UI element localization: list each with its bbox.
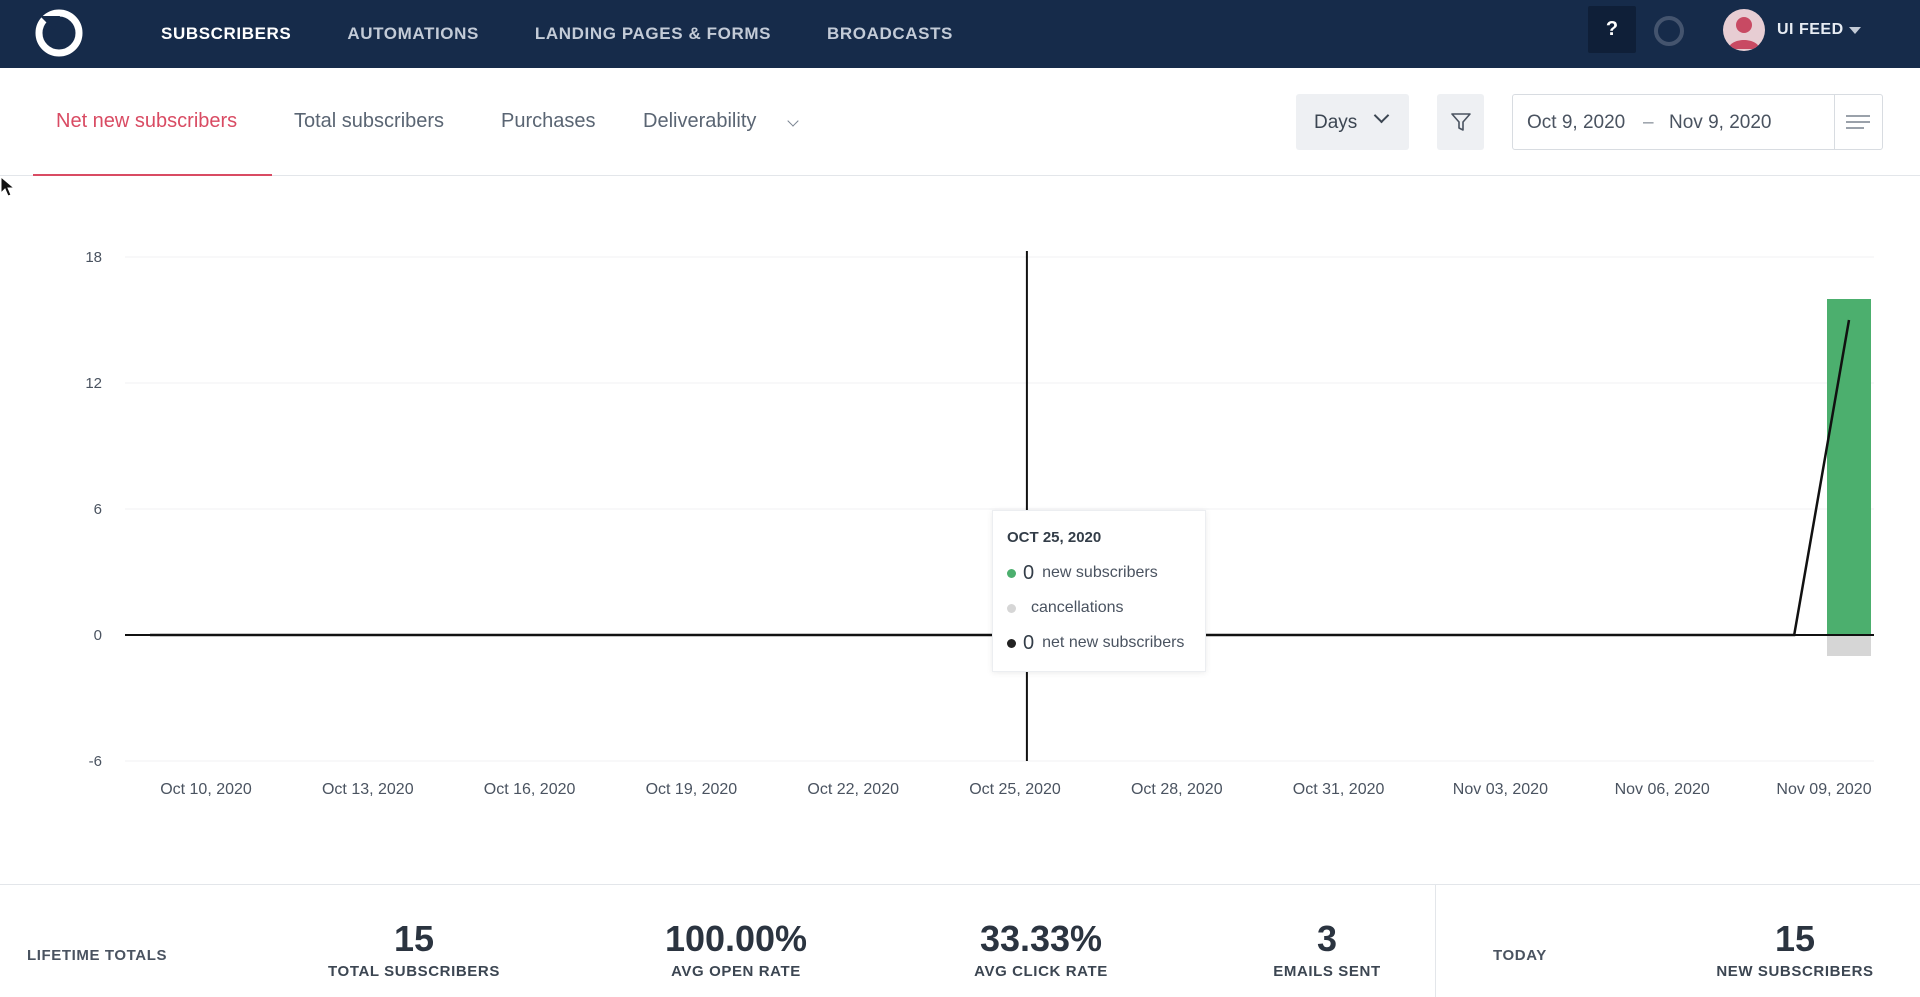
stat-value: 100.00%	[664, 918, 808, 959]
tooltip-value: 0	[1023, 631, 1035, 654]
chart-tooltip: OCT 25, 2020 0 new subscribers cancellat…	[992, 510, 1206, 672]
stat-emails-sent: 3 EMAILS SENT	[1273, 918, 1381, 981]
x-tick-label: Nov 09, 2020	[1776, 781, 1871, 798]
tooltip-green-dot-icon	[1007, 568, 1016, 578]
tooltip-row-cancellations: cancellations	[1007, 596, 1124, 620]
totals-divider	[1435, 885, 1436, 997]
status-ring-icon[interactable]	[1654, 16, 1684, 46]
main-nav-links: SUBSCRIBERS AUTOMATIONS LANDING PAGES & …	[161, 0, 1009, 68]
mouse-cursor-icon	[0, 176, 16, 197]
user-menu-name[interactable]: UI FEED	[1777, 21, 1844, 38]
nav-link-subscribers[interactable]: SUBSCRIBERS	[161, 24, 292, 43]
date-range-menu-icon[interactable]	[1846, 115, 1872, 133]
stat-label: AVG OPEN RATE	[671, 963, 801, 980]
x-tick-label: Oct 31, 2020	[1293, 781, 1385, 798]
tooltip-label: cancellations	[1031, 599, 1124, 616]
x-tick-label: Oct 16, 2020	[484, 781, 576, 798]
stat-label: TOTAL SUBSCRIBERS	[328, 963, 500, 980]
avatar[interactable]	[1723, 9, 1765, 51]
x-tick-label: Nov 03, 2020	[1453, 781, 1548, 798]
tooltip-label: new subscribers	[1042, 564, 1158, 581]
x-tick-label: Oct 28, 2020	[1131, 781, 1223, 798]
stat-label: AVG CLICK RATE	[974, 963, 1108, 980]
interval-select[interactable]: Days	[1296, 94, 1409, 150]
nav-link-automations[interactable]: AUTOMATIONS	[347, 24, 479, 43]
tab-total-subscribers[interactable]: Total subscribers	[294, 110, 445, 132]
stat-today-new-subscribers: 15 NEW SUBSCRIBERS	[1716, 918, 1874, 981]
chart-canvas[interactable]: 18 12 6 0 -6 Oct 10, 2020 Oct 13, 2020 Oct 16,…	[0, 176, 1920, 876]
filter-button[interactable]	[1437, 94, 1484, 150]
today-label: TODAY	[1493, 947, 1547, 964]
user-menu-caret-icon[interactable]	[1849, 27, 1861, 34]
date-range-separator: –	[1643, 112, 1654, 133]
totals-bar: LIFETIME TOTALS 15 TOTAL SUBSCRIBERS 100…	[0, 884, 1920, 997]
user-avatar-icon	[1728, 17, 1760, 49]
tab-purchases[interactable]: Purchases	[501, 110, 596, 132]
y-tick-label: 18	[85, 249, 102, 266]
tab-deliverability[interactable]: Deliverability	[643, 110, 757, 132]
tooltip-date: OCT 25, 2020	[1007, 529, 1102, 546]
interval-select-value: Days	[1314, 112, 1358, 133]
chevron-down-icon	[1373, 107, 1390, 124]
stat-label: NEW SUBSCRIBERS	[1716, 963, 1874, 980]
date-range-start[interactable]: Oct 9, 2020	[1527, 112, 1626, 133]
deliverability-dropdown-chevron-icon[interactable]	[787, 115, 799, 127]
net-new-subscribers-chart: 18 12 6 0 -6 Oct 10, 2020 Oct 13, 2020 Oct 16,…	[0, 176, 1920, 876]
y-tick-label: 12	[85, 375, 102, 392]
top-navigation: SUBSCRIBERS AUTOMATIONS LANDING PAGES & …	[0, 0, 1920, 68]
stat-label: EMAILS SENT	[1273, 963, 1381, 980]
date-range-picker[interactable]: Oct 9, 2020 – Nov 9, 2020	[1512, 94, 1883, 150]
active-tab-indicator	[33, 174, 272, 176]
tab-net-new-subscribers[interactable]: Net new subscribers	[56, 110, 238, 132]
lifetime-totals-label: LIFETIME TOTALS	[27, 947, 168, 964]
stat-total-subscribers: 15 TOTAL SUBSCRIBERS	[328, 918, 500, 981]
tooltip-row-new-subscribers: 0 new subscribers	[1007, 561, 1158, 585]
tooltip-label: net new subscribers	[1042, 634, 1185, 651]
date-range-end[interactable]: Nov 9, 2020	[1669, 112, 1772, 133]
date-range-divider	[1834, 95, 1835, 149]
stat-value: 33.33%	[979, 918, 1103, 959]
nav-link-broadcasts[interactable]: BROADCASTS	[827, 24, 953, 43]
x-tick-label: Oct 25, 2020	[969, 781, 1061, 798]
x-tick-label: Oct 10, 2020	[160, 781, 252, 798]
stat-avg-open-rate: 100.00% AVG OPEN RATE	[664, 918, 808, 981]
x-tick-label: Oct 13, 2020	[322, 781, 414, 798]
report-tab-bar: Net new subscribers Total subscribers Pu…	[0, 68, 1920, 176]
tooltip-value: 0	[1023, 561, 1035, 584]
stat-value: 15	[1774, 918, 1816, 959]
convertkit-logo-icon[interactable]	[34, 8, 84, 58]
tooltip-black-dot-icon	[1007, 638, 1016, 648]
y-tick-label: -6	[89, 753, 102, 770]
bar-new-subscribers	[1827, 299, 1871, 635]
stat-value: 3	[1316, 918, 1338, 959]
tooltip-gray-dot-icon	[1007, 603, 1016, 613]
y-tick-label: 6	[94, 501, 102, 518]
stat-avg-click-rate: 33.33% AVG CLICK RATE	[974, 918, 1108, 981]
x-tick-label: Oct 19, 2020	[646, 781, 738, 798]
nav-link-landing-pages-forms[interactable]: LANDING PAGES & FORMS	[534, 24, 772, 43]
x-tick-label: Oct 22, 2020	[807, 781, 899, 798]
bar-cancellations	[1827, 635, 1871, 656]
y-tick-label: 0	[94, 627, 102, 644]
help-button[interactable]: ?	[1588, 6, 1636, 53]
stat-value: 15	[393, 918, 435, 959]
x-tick-label: Nov 06, 2020	[1615, 781, 1710, 798]
tooltip-row-net-new-subscribers: 0 net new subscribers	[1007, 631, 1184, 655]
filter-funnel-icon	[1450, 113, 1471, 131]
